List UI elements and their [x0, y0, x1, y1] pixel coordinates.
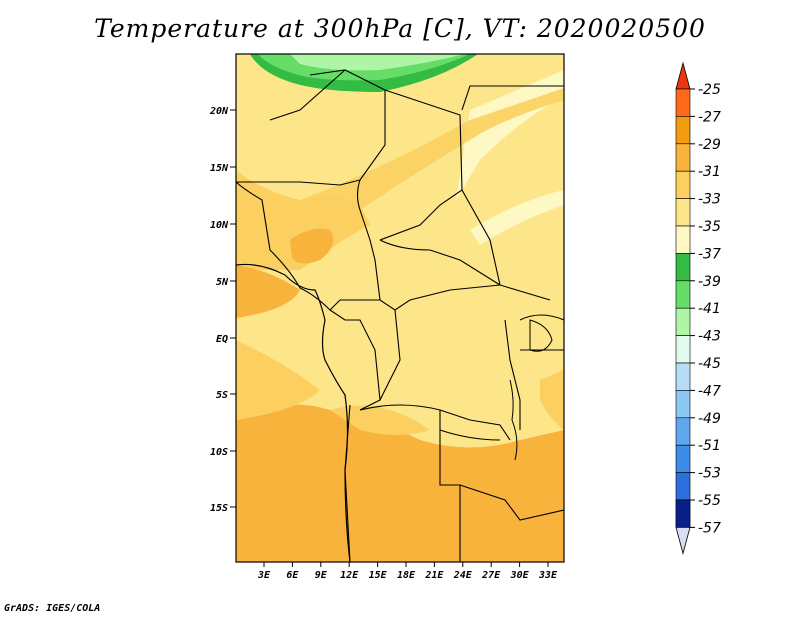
lake-victoria — [529, 319, 553, 352]
colorbar-label: -29 — [698, 137, 721, 153]
lon-tick-label: 18E — [397, 570, 416, 581]
lat-tick-label: 15N — [210, 163, 229, 174]
colorbar-swatch — [675, 225, 691, 254]
colorbar-swatch — [675, 253, 691, 282]
lake-tanganyika — [509, 379, 518, 461]
colorbar-swatch — [675, 335, 691, 364]
lon-tick-label: 12E — [340, 570, 359, 581]
grads-credit: GrADS: IGES/COLA — [4, 603, 101, 614]
colorbar-label: -37 — [698, 246, 721, 262]
chart-title: Temperature at 300hPa [C], VT: 202002050… — [94, 14, 706, 43]
colorbar-label: -41 — [698, 301, 721, 317]
lat-tick-label: 5N — [216, 277, 229, 288]
field-41 — [290, 54, 465, 71]
colorbar-swatch — [675, 280, 691, 309]
colorbar-swatch — [675, 198, 691, 227]
colorbar-swatch — [675, 170, 691, 199]
lat-tick-label: 15S — [210, 503, 228, 514]
lon-tick-label: 21E — [424, 570, 444, 581]
lon-tick-label: 3E — [257, 570, 271, 581]
latitude-ticks: 20N 15N 10N 5N EQ 5S 10S 15S — [209, 106, 236, 514]
colorbar: -25 -27 -29 -31 -33 -35 -37 -39 -41 -43 -45 -47 -49 -… — [675, 61, 721, 555]
colorbar-label: -49 — [698, 411, 721, 427]
colorbar-label: -39 — [698, 274, 721, 290]
lon-tick-label: 33E — [538, 570, 558, 581]
field-31-band — [300, 88, 564, 260]
lon-tick-label: 27E — [481, 570, 501, 581]
field-29-south — [236, 404, 564, 562]
colorbar-label: -43 — [698, 329, 721, 345]
colorbar-bottom-arrow — [675, 527, 691, 555]
colorbar-label: -33 — [698, 192, 721, 208]
colorbar-label: -27 — [698, 109, 721, 125]
colorbar-swatch — [675, 307, 691, 336]
colorbar-label: -25 — [698, 82, 721, 98]
lat-tick-label: 20N — [209, 106, 229, 117]
colorbar-label: -53 — [698, 466, 721, 482]
field-29-gulf — [236, 265, 300, 318]
lat-tick-label: EQ — [216, 334, 228, 345]
colorbar-label: -55 — [698, 493, 721, 509]
colorbar-swatch — [675, 472, 691, 501]
longitude-ticks: 3E 6E 9E 12E 15E 18E 21E 24E 27E 30E 33E — [257, 562, 558, 581]
coastline — [236, 263, 351, 562]
colorbar-label: -57 — [698, 520, 721, 536]
field-31-east — [540, 370, 564, 430]
map-frame — [235, 53, 565, 563]
contour-fields — [236, 54, 564, 562]
field-31-southwest — [236, 340, 320, 420]
colorbar-swatch — [675, 88, 691, 117]
field-31-mid — [330, 405, 430, 435]
colorbar-label: -31 — [698, 164, 721, 180]
field-29-nigeria — [290, 228, 334, 264]
colorbar-swatch — [675, 116, 691, 145]
field-35b — [470, 190, 564, 245]
colorbar-top-arrow — [675, 61, 691, 90]
colorbar-label: -51 — [698, 438, 721, 454]
lon-tick-label: 6E — [286, 570, 299, 581]
lon-tick-label: 24E — [453, 570, 473, 581]
colorbar-swatch — [675, 417, 691, 446]
lat-tick-label: 10N — [210, 220, 229, 231]
colorbar-swatch — [675, 390, 691, 419]
colorbar-swatch — [675, 362, 691, 391]
colorbar-label: -45 — [698, 356, 721, 372]
colorbar-swatch — [675, 143, 691, 172]
colorbar-swatch — [675, 444, 691, 473]
lat-tick-label: 10S — [210, 447, 228, 458]
colorbar-swatch-bottom — [675, 499, 691, 528]
colorbar-label: -35 — [698, 219, 721, 235]
lon-tick-label: 30E — [510, 570, 530, 581]
colorbar-label: -47 — [698, 383, 721, 399]
lon-tick-label: 15E — [369, 570, 388, 581]
lon-tick-label: 9E — [315, 570, 328, 581]
lat-tick-label: 5S — [216, 390, 228, 401]
